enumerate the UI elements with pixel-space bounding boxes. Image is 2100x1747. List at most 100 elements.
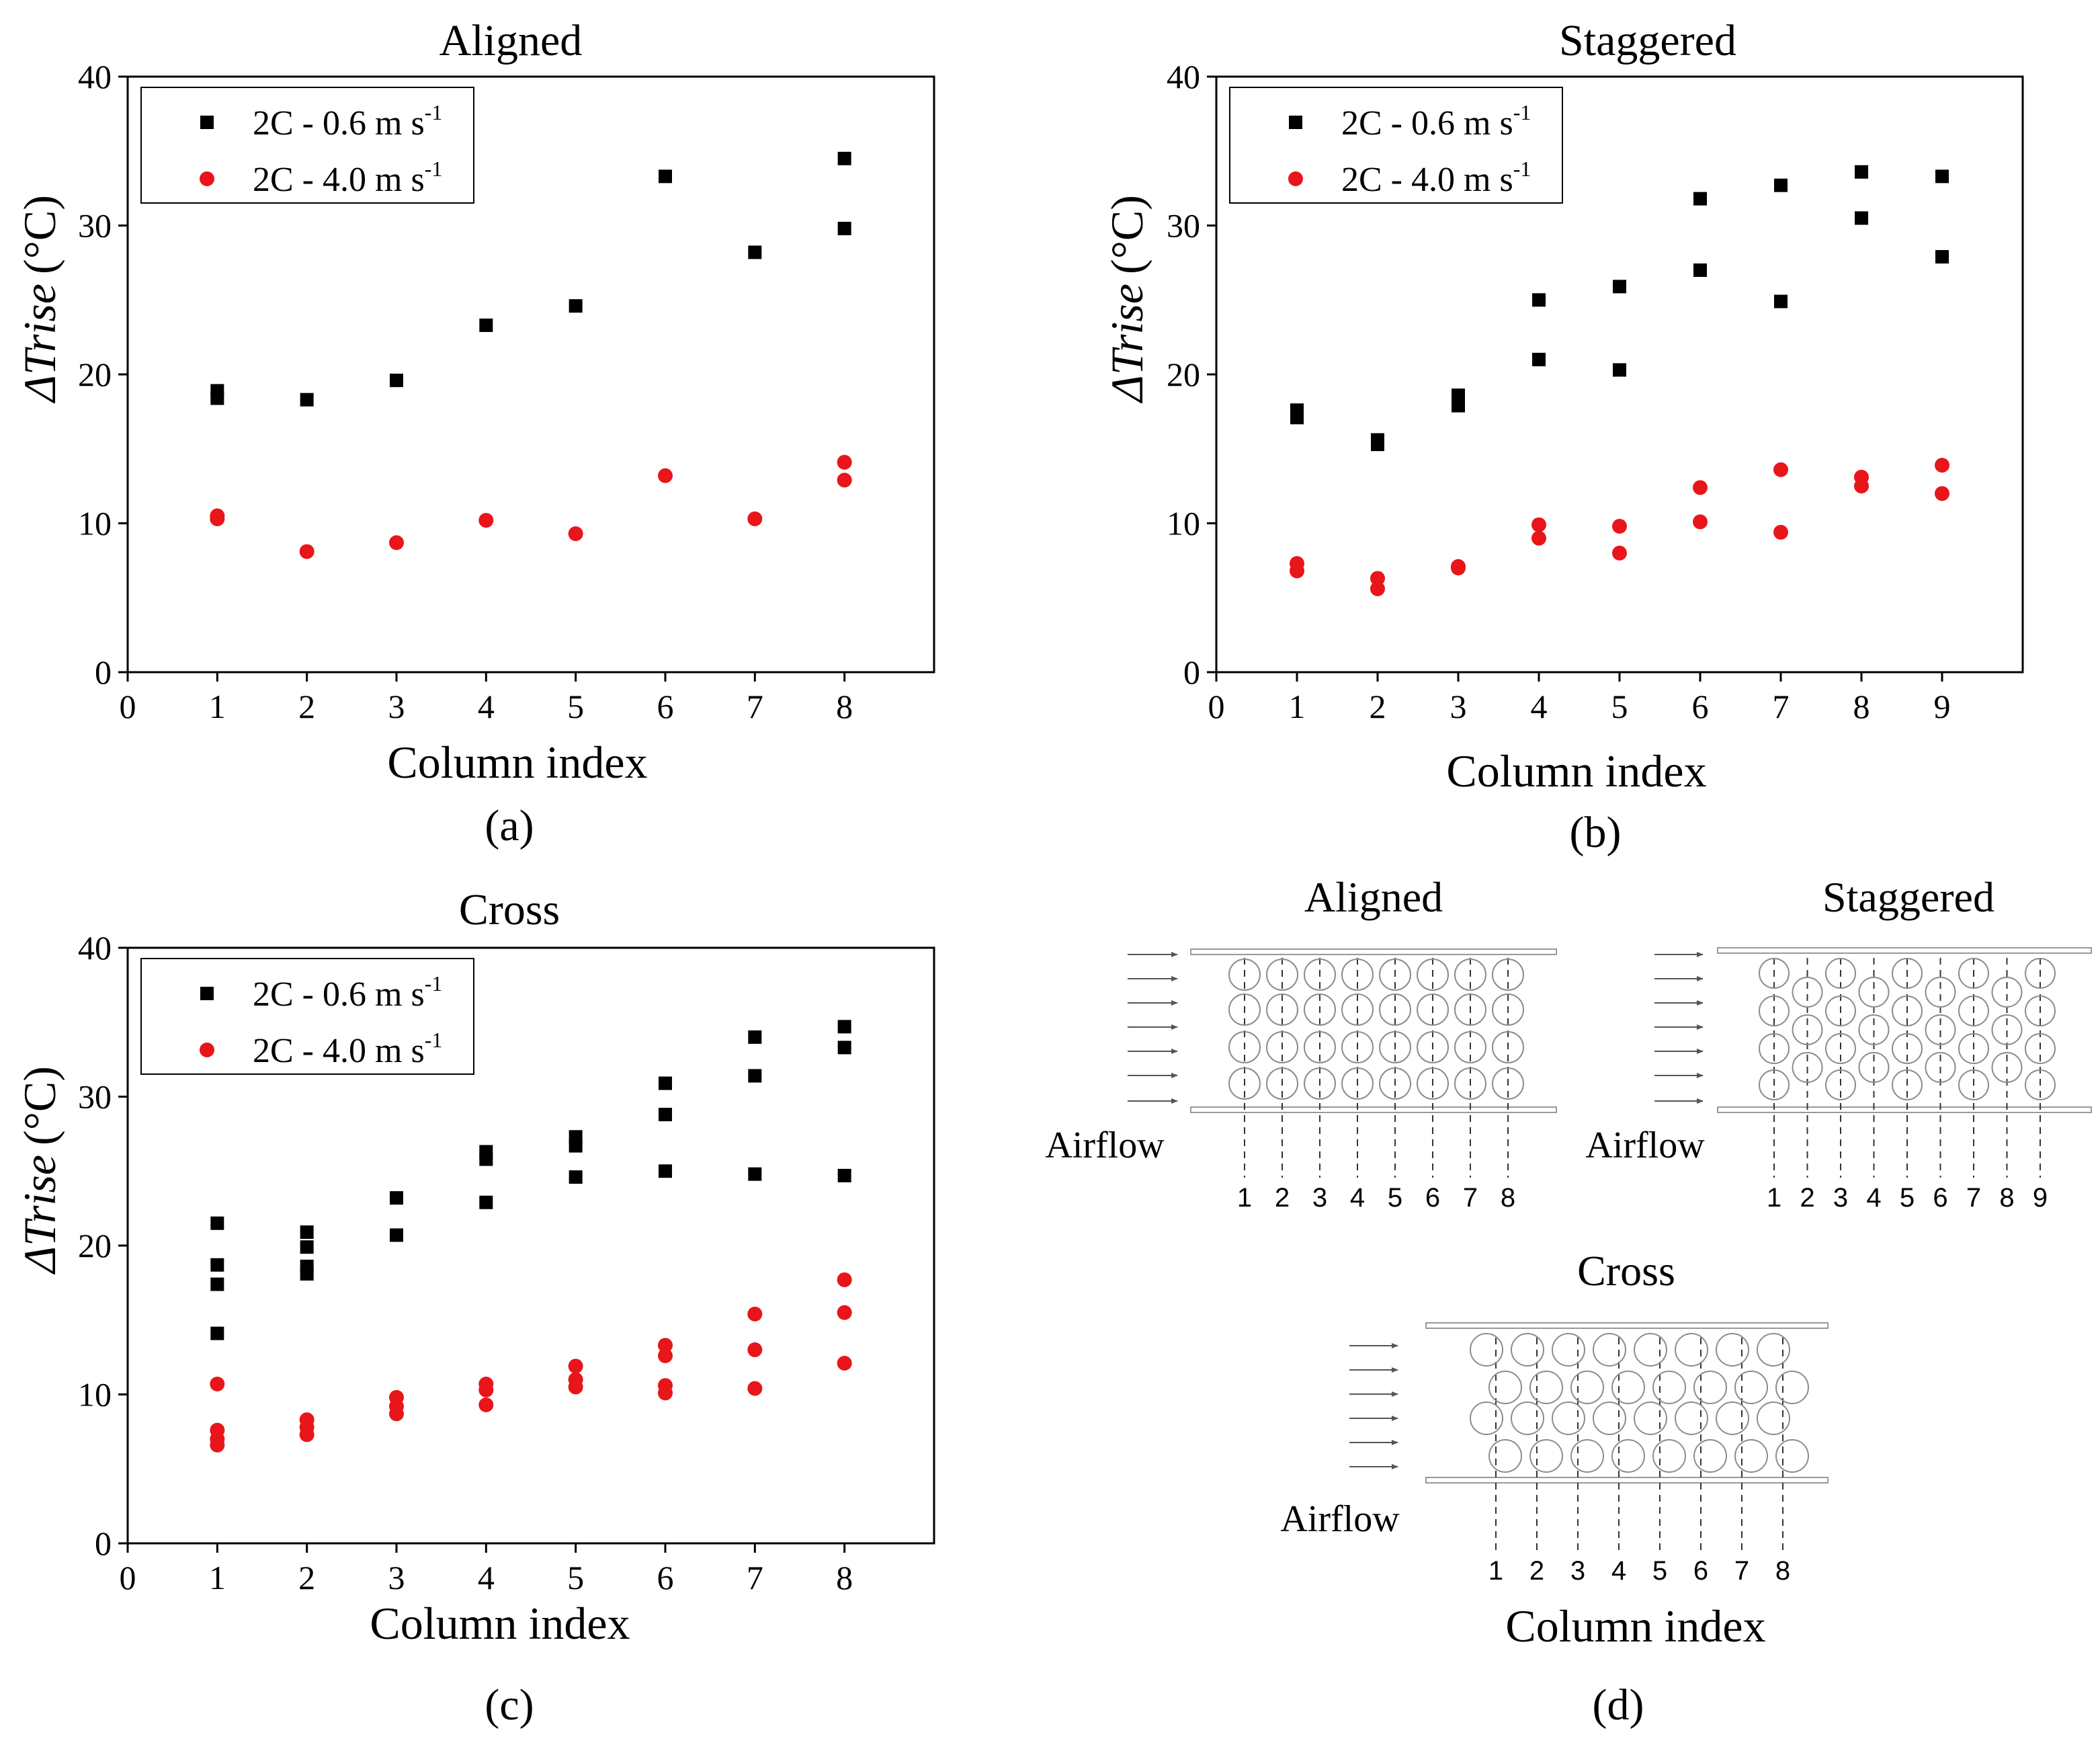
panel-label: (b) xyxy=(1570,808,1622,857)
tube-cell xyxy=(1858,1052,1890,1083)
data-point-square xyxy=(837,151,851,165)
data-point-circle xyxy=(747,1381,763,1396)
data-point-square xyxy=(1371,438,1384,452)
y-tick-label: 0 xyxy=(95,1525,112,1562)
data-point-circle xyxy=(210,1376,225,1391)
tube-cell xyxy=(1417,1067,1449,1100)
channel-plate xyxy=(1425,1322,1829,1329)
data-point-square xyxy=(1774,294,1788,309)
tube-cell xyxy=(1266,1031,1298,1063)
y-tick-label: 10 xyxy=(78,1376,112,1414)
data-point-circle xyxy=(658,1348,673,1363)
tube-cell xyxy=(1552,1401,1585,1435)
tube-cell xyxy=(1511,1333,1544,1367)
diagram-title: Aligned xyxy=(1304,873,1443,921)
tube-cell xyxy=(1529,1371,1563,1404)
data-point-circle xyxy=(747,1342,763,1358)
tube-cell xyxy=(1488,1439,1522,1473)
data-point-square xyxy=(210,1216,224,1230)
y-tick-label: 40 xyxy=(78,58,112,95)
data-point-circle xyxy=(478,1397,494,1413)
data-point-circle xyxy=(747,511,763,526)
tube-cell xyxy=(1454,993,1486,1026)
data-point-circle xyxy=(1693,480,1708,495)
data-point-square xyxy=(1452,389,1465,403)
data-point-circle xyxy=(1773,462,1788,477)
tube-cell xyxy=(1454,1067,1486,1100)
channel-plate xyxy=(1190,1106,1557,1113)
tube-cell xyxy=(1228,1031,1261,1063)
data-point-square xyxy=(300,1240,314,1254)
tube-cell xyxy=(1454,959,1486,991)
tube-cell xyxy=(1304,959,1336,991)
y-tick-label: 0 xyxy=(1183,653,1200,691)
x-tick-label: 6 xyxy=(657,688,674,725)
legend-label-exponent: -1 xyxy=(425,1028,443,1052)
y-tick-label: 20 xyxy=(1167,356,1200,393)
data-point-square xyxy=(748,245,762,259)
tube-cell xyxy=(1511,1401,1544,1435)
data-point-square xyxy=(1774,178,1788,192)
tube-cell xyxy=(1991,1014,2023,1045)
legend-label-exponent: -1 xyxy=(425,157,443,181)
x-axis-label: Column index xyxy=(370,1598,630,1649)
y-axis-label: ΔTrise (°C) xyxy=(14,1066,65,1275)
data-point-square xyxy=(1290,411,1304,425)
legend-label: 2C - 4.0 m s-1 xyxy=(1341,157,1531,199)
tube-cell xyxy=(2025,1069,2056,1100)
data-point-circle xyxy=(1451,560,1466,575)
tube-cell xyxy=(1228,959,1261,991)
legend-label-exponent: -1 xyxy=(425,100,443,124)
x-tick-label: 5 xyxy=(1611,688,1628,725)
data-point-square xyxy=(1693,263,1707,277)
data-point-circle xyxy=(389,1406,404,1422)
tube-cell xyxy=(1341,1031,1374,1063)
legend-label-text: 2C - 0.6 m s xyxy=(1341,104,1513,143)
y-axis-label: ΔTrise (°C) xyxy=(1101,195,1152,404)
tube-cell xyxy=(1792,1014,1823,1045)
tube-cell xyxy=(1454,1031,1486,1063)
tube-cell xyxy=(1570,1371,1604,1404)
data-point-square xyxy=(479,1195,493,1209)
y-tick-label: 40 xyxy=(78,929,112,967)
column-number: 3 xyxy=(1570,1556,1585,1586)
legend-label-text: 2C - 4.0 m s xyxy=(1341,161,1513,199)
column-number: 5 xyxy=(1900,1183,1915,1213)
x-tick-label: 0 xyxy=(120,1559,136,1596)
data-point-circle xyxy=(568,526,583,542)
data-point-square xyxy=(1693,192,1707,206)
tube-cell xyxy=(1958,958,1989,989)
legend-marker-circle xyxy=(200,171,214,186)
column-number: 1 xyxy=(1237,1183,1252,1213)
tube-cell xyxy=(1304,993,1336,1026)
tube-cell xyxy=(1417,993,1449,1026)
x-tick-label: 5 xyxy=(567,1559,584,1596)
data-point-square xyxy=(569,1170,583,1184)
y-tick-label: 30 xyxy=(78,207,112,245)
data-point-circle xyxy=(658,1338,673,1353)
tube-cell xyxy=(1825,996,1856,1026)
data-point-square xyxy=(1855,211,1868,225)
data-point-square xyxy=(748,1069,762,1083)
column-number: 2 xyxy=(1275,1183,1290,1213)
legend-label-text: 2C - 4.0 m s xyxy=(253,161,425,199)
legend: 2C - 0.6 m s-12C - 4.0 m s-1 xyxy=(140,87,474,204)
data-point-square xyxy=(569,299,583,313)
column-number: 7 xyxy=(1966,1183,1981,1213)
x-tick-label: 5 xyxy=(567,688,584,725)
legend-marker-circle xyxy=(200,1043,214,1057)
column-number: 8 xyxy=(1999,1183,2014,1213)
data-point-circle xyxy=(299,544,314,559)
y-axis-label-quantity: ΔTrise xyxy=(1101,284,1152,404)
data-point-square xyxy=(569,1139,583,1153)
column-number: 5 xyxy=(1388,1183,1402,1213)
x-tick-label: 1 xyxy=(1289,688,1306,725)
data-point-circle xyxy=(478,1382,494,1397)
chart-title: Staggered xyxy=(1559,16,1736,65)
tube-cell xyxy=(1529,1439,1563,1473)
data-point-square xyxy=(1613,280,1626,294)
